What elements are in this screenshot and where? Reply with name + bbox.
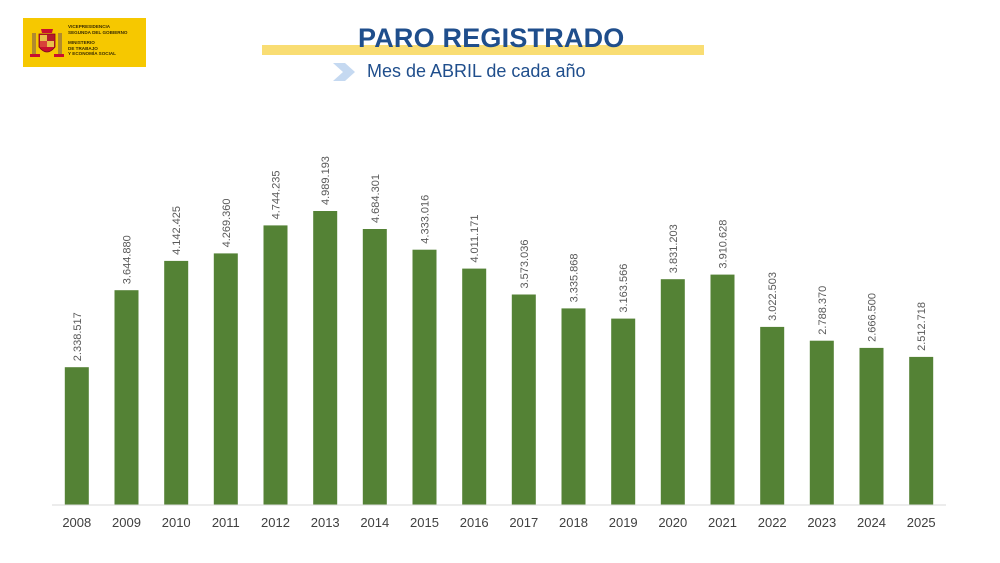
bar-2010 [164,260,189,505]
x-tick-label-2008: 2008 [62,515,91,530]
chevron-right-icon [333,63,355,81]
x-tick-label-2011: 2011 [212,515,240,530]
x-tick-label-2009: 2009 [112,515,141,530]
data-label-2008: 2.338.517 [72,312,84,361]
logo-text: VICEPRESIDENCIA SEGUNDA DEL GOBIERNO MIN… [68,24,127,57]
title-accent-bar [262,45,704,55]
bar-2025 [909,356,934,505]
data-label-2015: 4.333.016 [420,195,432,244]
x-tick-label-2010: 2010 [162,515,191,530]
logo-line: Y ECONOMÍA SOCIAL [68,51,116,57]
x-tick-label-2012: 2012 [261,515,290,530]
data-label-2012: 4.744.235 [271,170,283,219]
x-tick-label-2025: 2025 [907,515,936,530]
data-label-2009: 3.644.880 [122,235,134,284]
data-labels-group: 2.338.517 3.644.880 4.142.425 4.269.360 4.74… [72,156,928,361]
x-tick-label-2023: 2023 [807,515,836,530]
data-label-2017: 3.573.036 [519,240,531,289]
bar-2015 [412,249,437,505]
x-tick-label-2017: 2017 [509,515,538,530]
x-tick-label-2020: 2020 [658,515,687,530]
data-label-2019: 3.163.566 [618,264,630,313]
bar-2009 [114,290,139,505]
government-logo: VICEPRESIDENCIA SEGUNDA DEL GOBIERNO MIN… [23,18,146,67]
data-label-2011: 4.269.360 [221,198,233,247]
x-tick-label-2016: 2016 [460,515,489,530]
page-subtitle: Mes de ABRIL de cada año [367,61,586,81]
x-tick-label-2013: 2013 [311,515,340,530]
data-label-2020: 3.831.203 [668,224,680,273]
x-tick-label-2024: 2024 [857,515,886,530]
bar-2018 [561,308,586,505]
x-tick-label-2019: 2019 [609,515,638,530]
data-label-2025: 2.512.718 [916,302,928,351]
x-tick-label-2014: 2014 [360,515,389,530]
logo-line: VICEPRESIDENCIA [68,24,111,29]
x-tick-label-2015: 2015 [410,515,439,530]
x-tick-label-2021: 2021 [708,515,737,530]
data-label-2021: 3.910.628 [718,220,730,269]
data-label-2022: 3.022.503 [767,272,779,321]
bar-2014 [362,229,387,505]
logo-line: MINISTERIO [68,40,95,46]
data-label-2014: 4.684.301 [370,174,382,223]
bar-2016 [462,268,487,505]
coat-of-arms-icon [30,29,64,57]
bar-2023 [809,340,834,505]
data-label-2024: 2.666.500 [867,293,879,342]
page-title: PARO REGISTRADO [358,23,625,53]
x-tick-labels-group: 2008 2009 2010 2011 2012 2013 2014 2015 2016 2017… [62,515,935,530]
bar-2019 [611,318,636,505]
data-label-2016: 4.011.171 [469,214,481,262]
data-label-2010: 4.142.425 [171,206,183,255]
bar-2011 [213,253,238,505]
logo-line: DE TRABAJO [68,45,98,51]
bar-2021 [710,274,735,505]
data-label-2013: 4.989.193 [320,156,332,205]
bar-2024 [859,347,884,505]
bars-group [64,211,934,505]
x-tick-label-2022: 2022 [758,515,787,530]
bar-2020 [660,279,685,505]
bar-2008 [64,367,89,505]
bar-2017 [511,294,536,505]
x-tick-label-2018: 2018 [559,515,588,530]
bar-2022 [760,326,785,505]
data-label-2018: 3.335.868 [569,253,581,302]
bar-2013 [313,211,338,505]
data-label-2023: 2.788.370 [817,286,829,335]
bar-2012 [263,225,288,505]
logo-line: SEGUNDA DEL GOBIERNO [68,29,128,35]
